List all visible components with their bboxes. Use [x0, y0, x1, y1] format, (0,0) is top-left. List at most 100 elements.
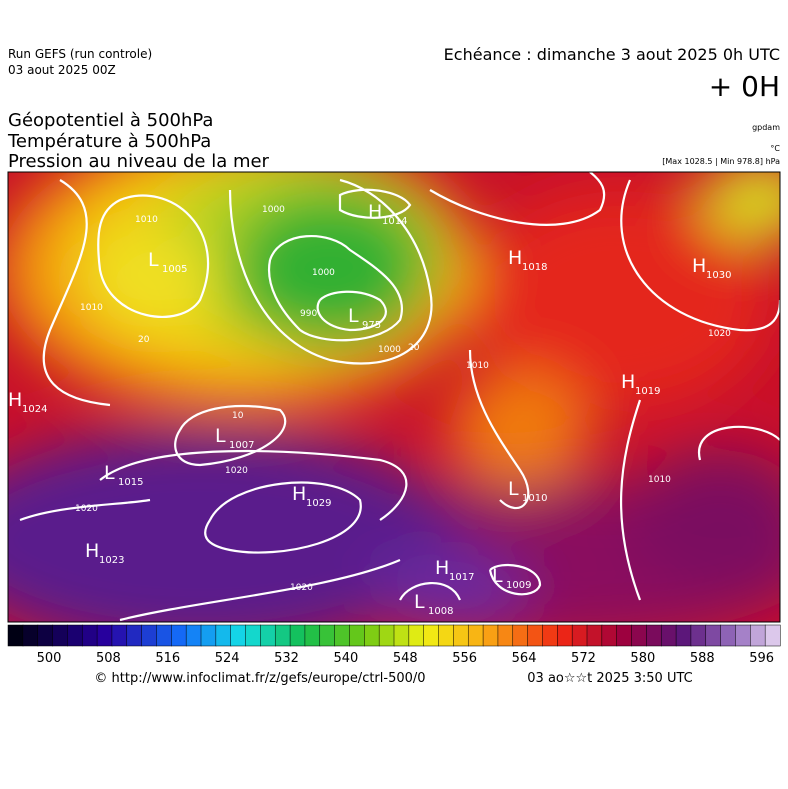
center-letter: H [85, 540, 99, 562]
colorbar-label: 548 [393, 651, 418, 666]
color-swatch [304, 624, 321, 647]
center-letter: L [148, 249, 159, 271]
color-swatch [364, 624, 380, 647]
color-swatch [141, 624, 158, 647]
color-swatch [512, 624, 529, 647]
colorbar-label: 580 [630, 651, 655, 666]
color-swatch [22, 624, 39, 647]
color-swatch [646, 624, 662, 647]
color-swatch [616, 624, 633, 647]
color-swatch [750, 624, 766, 647]
extremes: [Max 1028.5 | Min 978.8] hPa [662, 157, 780, 166]
center-letter: L [348, 305, 359, 327]
center-letter: H [621, 371, 635, 393]
color-swatch [497, 624, 514, 647]
center-letter: H [368, 201, 382, 223]
colorbar-label: 500 [37, 651, 62, 666]
color-swatch [453, 624, 469, 647]
color-swatch [52, 624, 68, 647]
color-swatch [81, 624, 98, 647]
center-letter: H [508, 247, 522, 269]
center-letter: H [692, 255, 706, 277]
isobars [19, 172, 780, 622]
colorbar-label: 556 [452, 651, 477, 666]
color-swatch [705, 624, 722, 647]
isobar-label: 1010 [135, 215, 158, 225]
color-swatch [631, 624, 647, 647]
center-letter: L [414, 591, 425, 613]
colorbar-label: 572 [571, 651, 596, 666]
color-swatch [423, 624, 440, 647]
center-value: 1005 [162, 264, 187, 275]
color-swatch [690, 624, 707, 647]
color-swatch [260, 624, 276, 647]
color-swatch [408, 624, 425, 647]
field-label: Pression au niveau de la mer [8, 151, 270, 172]
color-swatch [111, 624, 128, 647]
center-value: 1015 [118, 477, 143, 488]
color-swatch [660, 624, 677, 647]
isobar-label: 1020 [75, 504, 98, 514]
isobar-label: 20 [138, 335, 150, 345]
isobar-label: 1020 [225, 466, 248, 476]
color-swatch [720, 624, 737, 647]
center-value: 1017 [449, 572, 474, 583]
center-letter: L [104, 462, 115, 484]
color-swatch [527, 624, 544, 647]
color-swatch [245, 624, 261, 647]
colorbar-label: 508 [96, 651, 121, 666]
color-swatch [764, 624, 781, 647]
color-swatch [378, 624, 395, 647]
colorbar-label: 532 [274, 651, 299, 666]
color-swatch [349, 624, 365, 647]
echeance: Echéance : dimanche 3 aout 2025 0h UTC [444, 45, 780, 64]
unit: °C [770, 144, 780, 153]
color-swatch [156, 624, 172, 647]
isobar-label: 1010 [466, 361, 489, 371]
map-frame [7, 171, 781, 623]
color-swatch [334, 624, 351, 647]
center-value: 1008 [428, 606, 453, 617]
center-value: 1029 [306, 498, 331, 509]
unit: gpdam [752, 123, 780, 132]
colorbar-label: 564 [512, 651, 537, 666]
center-value: 1023 [99, 555, 124, 566]
colorbar-label: 540 [334, 651, 359, 666]
isobar-label: 1000 [378, 345, 401, 355]
color-swatch [438, 624, 454, 647]
center-value: 1007 [229, 440, 254, 451]
color-swatch [171, 624, 187, 647]
color-swatch [601, 624, 618, 647]
color-swatch [467, 624, 484, 647]
isobar-label: 1000 [312, 268, 335, 278]
color-swatch [37, 624, 54, 647]
color-swatch [571, 624, 588, 647]
color-swatch [586, 624, 603, 647]
center-value: 1030 [706, 270, 731, 281]
color-swatch [96, 624, 113, 647]
colorbar-label: 516 [155, 651, 180, 666]
color-swatch [200, 624, 217, 647]
color-swatch [126, 624, 143, 647]
color-swatch [67, 624, 83, 647]
colorbar-label: 596 [749, 651, 774, 666]
center-letter: L [508, 478, 519, 500]
isobar-label: 1000 [262, 205, 285, 215]
color-swatch [675, 624, 692, 647]
offset: + 0H [709, 70, 780, 103]
source: © http://www.infoclimat.fr/z/gefs/europe… [94, 671, 425, 686]
isobar-label: 1020 [708, 329, 731, 339]
center-letter: L [215, 425, 226, 447]
isobar-label: 10 [232, 411, 244, 421]
colorbar-label: 588 [690, 651, 715, 666]
color-swatch [7, 624, 24, 647]
color-swatch [482, 624, 499, 647]
center-value: 1024 [22, 404, 47, 415]
field-label: Température à 500hPa [7, 131, 211, 152]
isobar-label: 1010 [80, 303, 103, 313]
center-value: 1014 [382, 216, 407, 227]
color-swatch [557, 624, 573, 647]
center-letter: H [8, 389, 22, 411]
